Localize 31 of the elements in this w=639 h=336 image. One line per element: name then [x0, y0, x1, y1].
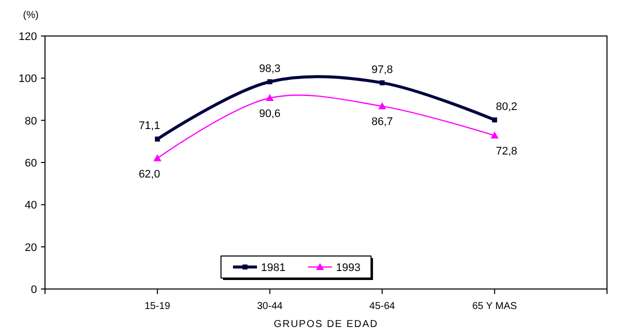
x-tick-label: 65 Y MAS [472, 301, 518, 312]
point [380, 80, 385, 86]
point [378, 102, 386, 110]
y-tick-label: 20 [24, 242, 37, 254]
x-tick-label: 15-19 [144, 301, 171, 312]
point [266, 94, 274, 101]
y-tick-label: 60 [24, 158, 37, 170]
data-label: 71,1 [138, 120, 160, 132]
y-tick-label: 40 [24, 200, 37, 212]
x-tick-label: 30-44 [257, 301, 284, 312]
point [154, 136, 160, 142]
y-tick-label: 100 [18, 73, 37, 86]
point [492, 117, 498, 122]
data-label: 98,3 [259, 62, 281, 75]
y-axis-title: (%) [23, 10, 39, 21]
data-label: 97,8 [371, 64, 393, 76]
x-tick-label: 45-64 [369, 301, 396, 312]
legend-label: 1981 [261, 262, 286, 274]
legend-label: 1993 [336, 262, 360, 274]
point [153, 154, 162, 162]
data-label: 90,6 [259, 108, 281, 120]
data-label: 86,7 [371, 116, 393, 128]
y-tick-label: 120 [18, 31, 37, 43]
y-tick-label: 80 [24, 115, 37, 128]
data-label: 80,2 [496, 100, 518, 113]
x-axis-title: GRUPOS DE EDAD [274, 319, 378, 330]
point [267, 79, 272, 84]
data-label: 62,0 [138, 168, 160, 180]
y-tick-label: 0 [30, 284, 37, 296]
data-label: 72,8 [496, 146, 518, 158]
point [490, 132, 499, 139]
